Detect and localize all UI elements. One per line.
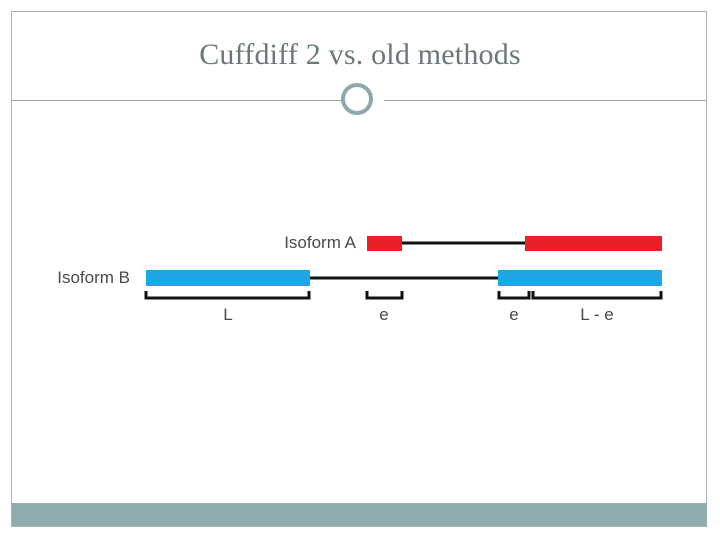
isoform-b-exon-1: [146, 270, 310, 286]
title-divider-left: [12, 100, 342, 101]
isoform-a-exon-2: [525, 236, 662, 251]
bracket-e-right: [497, 291, 531, 300]
isoform-a-exon-1: [367, 236, 402, 251]
segment-label-l: L: [223, 305, 232, 324]
isoform-a-label: Isoform A: [284, 233, 356, 252]
bracket-e-middle: [365, 291, 404, 300]
footer-bar: [12, 503, 707, 526]
isoform-b-exon-2: [498, 270, 662, 286]
bracket-l: [144, 291, 311, 300]
title-circle-ornament: [341, 83, 373, 115]
isoform-b-label: Isoform B: [57, 268, 130, 287]
bracket-l-minus-e: [531, 291, 663, 300]
segment-label-l-minus-e: L - e: [580, 305, 613, 324]
title-divider-right: [384, 100, 706, 101]
segment-label-e-middle: e: [379, 305, 388, 324]
segment-label-e-right: e: [509, 305, 518, 324]
slide-title: Cuffdiff 2 vs. old methods: [199, 38, 521, 71]
